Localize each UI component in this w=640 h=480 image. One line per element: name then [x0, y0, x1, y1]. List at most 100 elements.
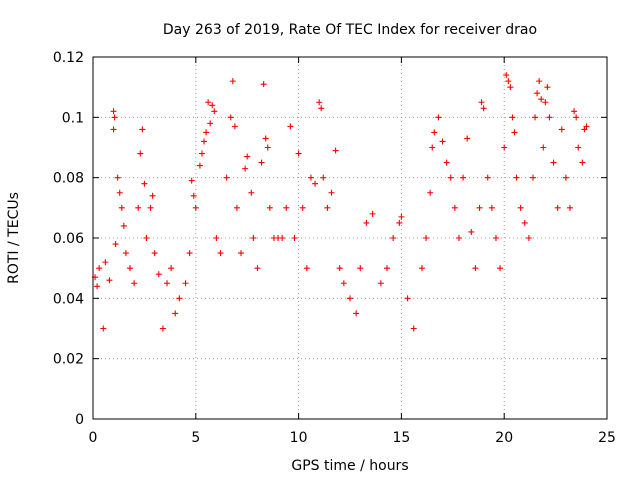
- data-point: [227, 114, 234, 121]
- data-point: [455, 235, 462, 241]
- data-point: [429, 144, 436, 151]
- data-point: [353, 310, 360, 317]
- data-point: [476, 204, 483, 211]
- data-point: [583, 123, 590, 130]
- data-point: [106, 277, 113, 284]
- data-point: [468, 228, 475, 235]
- y-tick-label: 0.08: [53, 171, 84, 187]
- data-point: [238, 250, 245, 257]
- data-point: [258, 159, 265, 166]
- data-point: [182, 280, 189, 287]
- y-tick-label: 0.06: [53, 231, 84, 247]
- data-point: [111, 114, 118, 121]
- x-tick-label: 25: [598, 430, 616, 446]
- data-point: [116, 189, 123, 196]
- data-point: [118, 204, 125, 211]
- x-axis-label: GPS time / hours: [291, 458, 408, 474]
- data-point: [283, 204, 290, 211]
- data-point: [287, 123, 294, 130]
- data-point: [511, 129, 518, 136]
- data-point: [96, 265, 103, 272]
- data-point: [318, 105, 325, 112]
- data-point: [581, 126, 588, 133]
- data-point: [517, 204, 524, 211]
- data-point: [120, 222, 127, 229]
- data-point: [201, 138, 208, 145]
- axis-ticks: 0 0.02 0.04 0.06 0.08 0.1 0.12 0 5 10 15 20 25: [53, 50, 616, 446]
- data-point: [336, 265, 343, 272]
- data-point: [155, 271, 162, 278]
- data-point: [418, 265, 425, 272]
- data-point: [233, 204, 240, 211]
- data-point: [229, 78, 236, 85]
- data-point: [176, 295, 183, 302]
- data-point: [248, 189, 255, 196]
- data-point: [122, 250, 129, 257]
- data-point: [497, 265, 504, 272]
- data-point: [217, 250, 224, 257]
- data-point: [328, 189, 335, 196]
- data-point: [203, 129, 210, 136]
- data-point: [320, 174, 327, 181]
- data-point: [566, 204, 573, 211]
- data-point: [324, 204, 331, 211]
- data-point: [544, 84, 551, 91]
- data-point: [538, 96, 545, 103]
- data-point: [439, 138, 446, 145]
- data-point: [513, 174, 520, 181]
- data-point: [137, 150, 144, 157]
- data-point: [507, 84, 514, 91]
- data-point: [363, 219, 370, 226]
- data-point: [291, 235, 298, 241]
- x-tick-label: 10: [290, 430, 308, 446]
- data-point: [460, 174, 467, 181]
- data-point: [550, 159, 557, 166]
- data-point: [207, 120, 214, 127]
- data-point: [571, 108, 578, 115]
- data-point: [264, 144, 271, 151]
- x-tick-label: 0: [89, 430, 98, 446]
- data-point: [575, 144, 582, 151]
- data-point: [211, 108, 218, 115]
- data-point: [396, 219, 403, 226]
- data-point: [503, 72, 510, 79]
- data-point: [525, 235, 532, 241]
- y-tick-label: 0.12: [53, 50, 84, 66]
- data-point: [262, 135, 269, 142]
- data-point: [484, 174, 491, 181]
- data-point: [435, 114, 442, 121]
- data-point: [316, 99, 323, 106]
- data-point: [478, 99, 485, 106]
- data-point: [260, 81, 267, 88]
- data-point: [447, 174, 454, 181]
- data-point: [307, 174, 314, 181]
- data-point: [147, 204, 154, 211]
- data-point: [209, 102, 216, 109]
- data-point: [112, 241, 119, 248]
- data-point: [464, 135, 471, 142]
- data-point: [404, 295, 411, 302]
- data-point: [244, 153, 251, 160]
- data-point: [332, 147, 339, 154]
- data-point: [480, 105, 487, 112]
- data-point: [266, 204, 273, 211]
- data-point: [451, 204, 458, 211]
- data-point: [431, 129, 438, 136]
- data-point: [100, 325, 107, 332]
- data-point: [542, 99, 549, 106]
- data-point: [139, 126, 146, 133]
- data-point: [149, 192, 156, 199]
- data-point: [340, 280, 347, 287]
- data-point: [540, 144, 547, 151]
- data-point: [536, 78, 543, 85]
- data-point: [102, 259, 109, 266]
- data-point: [231, 123, 238, 130]
- data-point: [509, 114, 516, 121]
- data-point: [198, 150, 205, 157]
- y-tick-label: 0: [75, 412, 84, 428]
- x-tick-label: 5: [191, 430, 200, 446]
- y-axis-label: ROTI / TECUs: [6, 192, 22, 284]
- data-points: [92, 72, 590, 332]
- data-point: [250, 235, 257, 241]
